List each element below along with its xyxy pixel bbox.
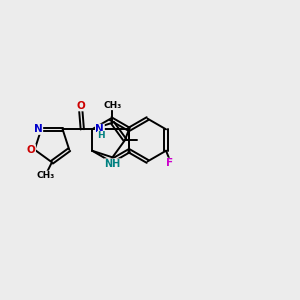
Text: F: F <box>166 158 173 168</box>
Text: N: N <box>95 124 104 134</box>
Text: NH: NH <box>104 159 121 169</box>
Text: N: N <box>34 124 43 134</box>
Text: CH₃: CH₃ <box>103 101 122 110</box>
Text: CH₃: CH₃ <box>37 171 55 180</box>
Text: O: O <box>27 145 35 155</box>
Text: O: O <box>76 101 85 111</box>
Text: H: H <box>98 131 105 140</box>
